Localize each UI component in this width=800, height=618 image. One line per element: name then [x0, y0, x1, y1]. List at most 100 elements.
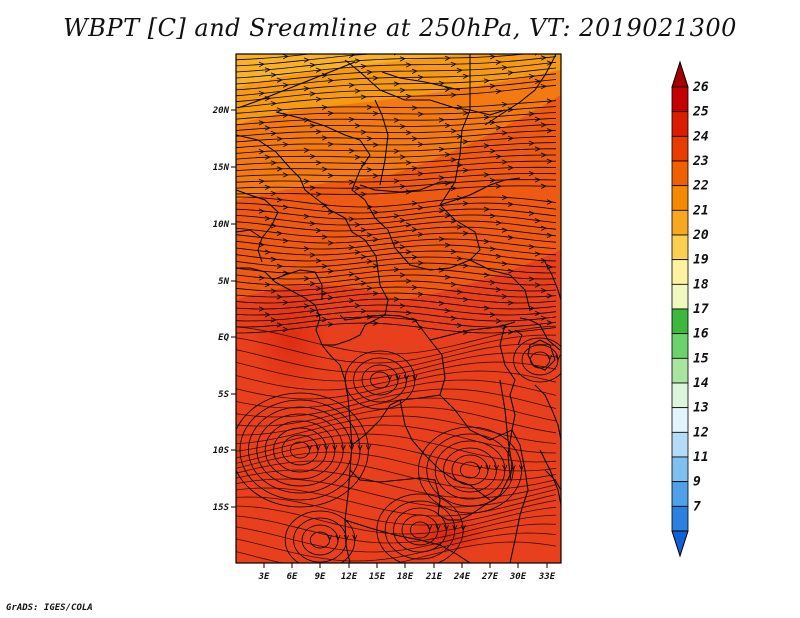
streamline-arrow: [343, 534, 349, 541]
lat-tick-label: 5N: [218, 277, 229, 287]
streamline-arrow: [411, 254, 418, 260]
streamline-arrow: [282, 54, 289, 60]
streamline: [236, 280, 557, 292]
streamline-arrow: [366, 314, 373, 320]
streamline-arrow: [418, 44, 423, 48]
streamline-arrow: [564, 355, 568, 360]
streamline-arrow: [258, 120, 265, 126]
streamline: [236, 54, 531, 73]
streamline-arrow: [354, 123, 361, 129]
streamline: [236, 292, 557, 304]
streamline-arrow: [315, 191, 322, 197]
colorbar-label: 22: [692, 179, 709, 194]
streamline-arrow: [327, 173, 334, 179]
streamline-arrow: [282, 204, 289, 210]
streamline-arrow: [495, 253, 502, 259]
streamline: [236, 523, 557, 553]
streamline-arrow: [321, 234, 328, 240]
streamline-arrow: [501, 65, 508, 71]
streamline-arrow: [282, 142, 289, 148]
streamline-arrow: [528, 210, 535, 216]
colorbar-segment: [671, 185, 689, 211]
streamline: [236, 286, 557, 298]
streamline-arrow: [456, 289, 463, 295]
streamline-arrow: [366, 136, 373, 142]
streamlines: [236, 44, 568, 563]
streamline-arrow: [444, 55, 451, 61]
streamline-arrow: [348, 244, 355, 250]
streamline-arrow: [348, 82, 355, 88]
streamline-arrow: [276, 136, 283, 142]
streamline-arrow: [373, 46, 378, 50]
streamline-arrow: [435, 524, 441, 531]
streamline-arrow: [348, 54, 355, 59]
map-frame: [235, 53, 562, 564]
lat-tick-label: 15N: [213, 163, 230, 173]
streamline-arrow: [399, 217, 406, 223]
streamline-arrow: [417, 111, 424, 117]
lat-tick-label: 10S: [213, 446, 230, 456]
streamline: [236, 505, 557, 535]
streamline-arrow: [264, 184, 271, 190]
streamline-arrow: [462, 167, 469, 173]
streamline-arrow: [393, 239, 400, 245]
streamline-arrow: [444, 274, 451, 280]
streamline-arrow: [489, 177, 496, 183]
temp-band-yellow-orange: [236, 54, 470, 88]
streamline-arrow: [501, 101, 508, 108]
streamline-arrow: [276, 263, 283, 269]
streamline-arrow: [489, 246, 496, 252]
colorbar-segment: [671, 333, 689, 359]
streamline-arrow: [258, 149, 265, 155]
streamline-arrow: [372, 173, 379, 179]
streamline: [236, 406, 557, 436]
streamline-arrow: [360, 254, 367, 260]
streamline-arrow: [327, 240, 334, 246]
colorbar-label: 21: [692, 203, 709, 218]
hotspot-west: [250, 285, 330, 395]
streamline-arrow: [417, 291, 424, 297]
streamline-arrow: [270, 101, 278, 107]
streamline: [236, 185, 557, 195]
streamline-arrow: [303, 117, 310, 123]
streamline-arrow: [534, 282, 541, 288]
streamline-arrow: [495, 154, 502, 160]
streamline: [236, 61, 557, 85]
streamline-arrow: [405, 130, 412, 136]
streamline-arrow: [501, 194, 508, 201]
colorbar-segment: [671, 481, 689, 507]
colorbar-label: 24: [692, 129, 709, 144]
streamline-arrow: [417, 141, 424, 148]
streamline-arrow: [462, 296, 469, 303]
streamline: [236, 250, 557, 262]
streamline-arrow: [417, 205, 424, 211]
lon-tick-label: 33E: [538, 572, 556, 582]
streamline-arrow: [340, 444, 346, 451]
streamline-arrow: [456, 256, 463, 262]
streamline-arrow: [276, 107, 283, 113]
streamline-arrow: [411, 68, 418, 74]
streamline-arrow: [546, 128, 553, 134]
streamline-arrow: [528, 276, 535, 282]
streamline-arrow: [444, 123, 451, 129]
streamline-arrow: [309, 123, 316, 129]
streamline-arrow: [483, 305, 490, 311]
streamline-arrow: [360, 308, 367, 314]
streamline-arrow: [493, 464, 499, 471]
streamline-arrow: [309, 91, 316, 97]
streamline: [236, 244, 557, 256]
streamline-arrow: [372, 75, 379, 81]
streamline-arrow: [366, 285, 373, 291]
lon-tick-label: 21E: [425, 572, 443, 582]
streamline-arrow: [393, 148, 400, 154]
streamline-arrow: [411, 226, 418, 233]
streamline: [236, 361, 557, 391]
country-borders: [236, 54, 561, 563]
streamline-arrow: [417, 260, 424, 266]
streamline-arrow: [528, 73, 535, 79]
streamline-arrow: [399, 244, 406, 250]
streamline-arrow: [315, 129, 322, 135]
streamline-arrow: [450, 249, 457, 255]
streamline: [236, 478, 557, 508]
streamline-arrow: [438, 208, 445, 214]
